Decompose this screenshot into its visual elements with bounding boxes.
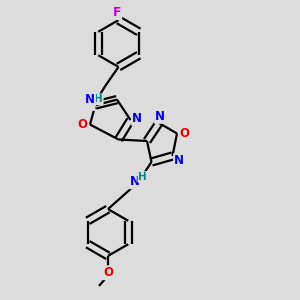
Text: N: N bbox=[174, 154, 184, 167]
Text: H: H bbox=[94, 94, 103, 104]
Text: O: O bbox=[179, 127, 190, 140]
Text: N: N bbox=[155, 110, 165, 123]
Text: O: O bbox=[103, 266, 113, 279]
Text: O: O bbox=[77, 118, 88, 131]
Text: F: F bbox=[113, 6, 121, 19]
Text: N: N bbox=[132, 112, 142, 125]
Text: N: N bbox=[85, 93, 95, 106]
Text: N: N bbox=[129, 175, 140, 188]
Text: H: H bbox=[138, 172, 147, 182]
Text: N: N bbox=[84, 97, 94, 110]
